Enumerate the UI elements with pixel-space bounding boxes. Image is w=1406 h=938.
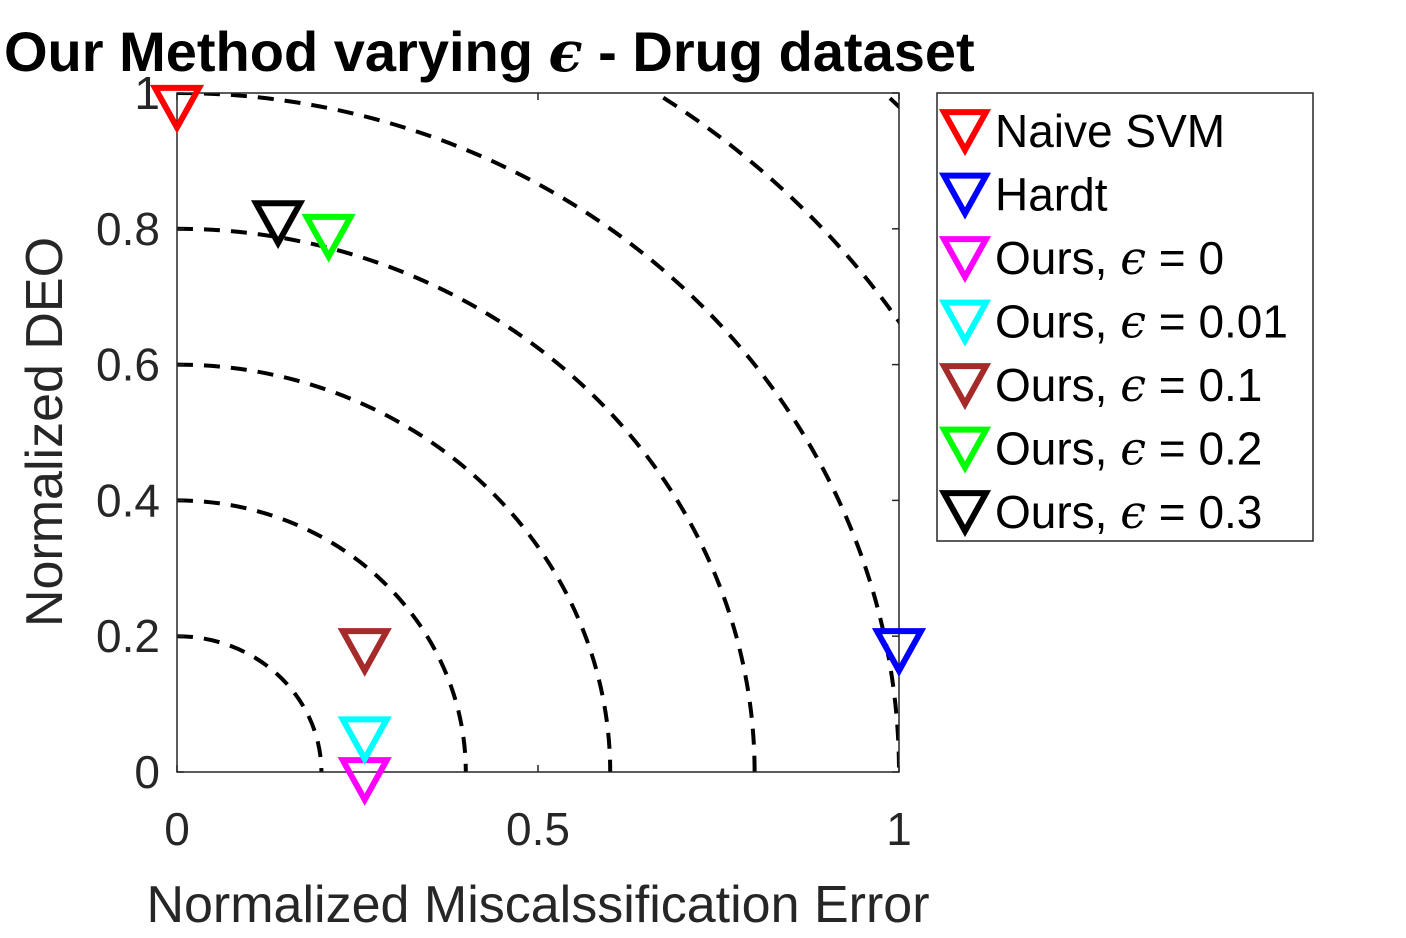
legend: Naive SVM Hardt Ours, ϵ = 0 Ours, ϵ = 0.01 O… [936,92,1314,542]
contour-arc [881,93,899,110]
axis-ticks: 0 0.5 100.20.40.60.81 [96,67,912,855]
data-point-marker [337,716,392,766]
y-axis-label: Normalized DEO [16,237,74,627]
legend-marker [938,363,992,411]
contour-lines [177,93,899,772]
legend-marker [938,172,992,220]
legend-marker [938,490,992,538]
x-axis-label: Normalized Miscalssification Error [146,876,929,934]
y-tick-label: 0.2 [96,610,160,662]
contour-arc [177,634,324,772]
data-point-marker [337,628,392,677]
data-point-marker [871,628,927,677]
data-point-marker [149,84,205,134]
x-tick-label: 0 [164,803,190,855]
legend-label: Ours, ϵ = 0.2 [995,422,1262,476]
legend-label: Hardt [995,169,1108,221]
contour-arc [177,93,899,772]
legend-label: Ours, ϵ = 0.01 [995,295,1288,349]
data-point-marker [250,200,306,250]
plot-area-frame [176,92,900,773]
data-markers [149,84,927,806]
x-tick-label: 0.5 [506,803,570,855]
legend-label: Ours, ϵ = 0.3 [995,485,1262,539]
y-tick-label: 0.6 [96,339,160,391]
y-tick-label: 0.4 [96,474,160,526]
legend-label: Ours, ϵ = 0 [995,231,1224,285]
legend-box [936,92,1314,542]
y-tick-label: 0 [134,746,160,798]
chart-title: Our Method varying ϵ - Drug dataset [4,19,975,85]
data-point-marker [301,213,356,263]
legend-marker [938,299,992,347]
legend-marker [938,426,992,474]
legend-marker [938,236,992,284]
legend-label: Ours, ϵ = 0.1 [995,358,1262,412]
y-tick-label: 0.8 [96,203,160,255]
contour-arc [652,93,899,326]
legend-label: Naive SVM [995,105,1225,157]
x-tick-label: 1 [886,803,912,855]
data-point-marker [337,757,392,806]
legend-marker [938,109,992,157]
contour-arc [177,498,468,772]
contour-arc [177,226,757,772]
contour-arc [177,362,613,772]
